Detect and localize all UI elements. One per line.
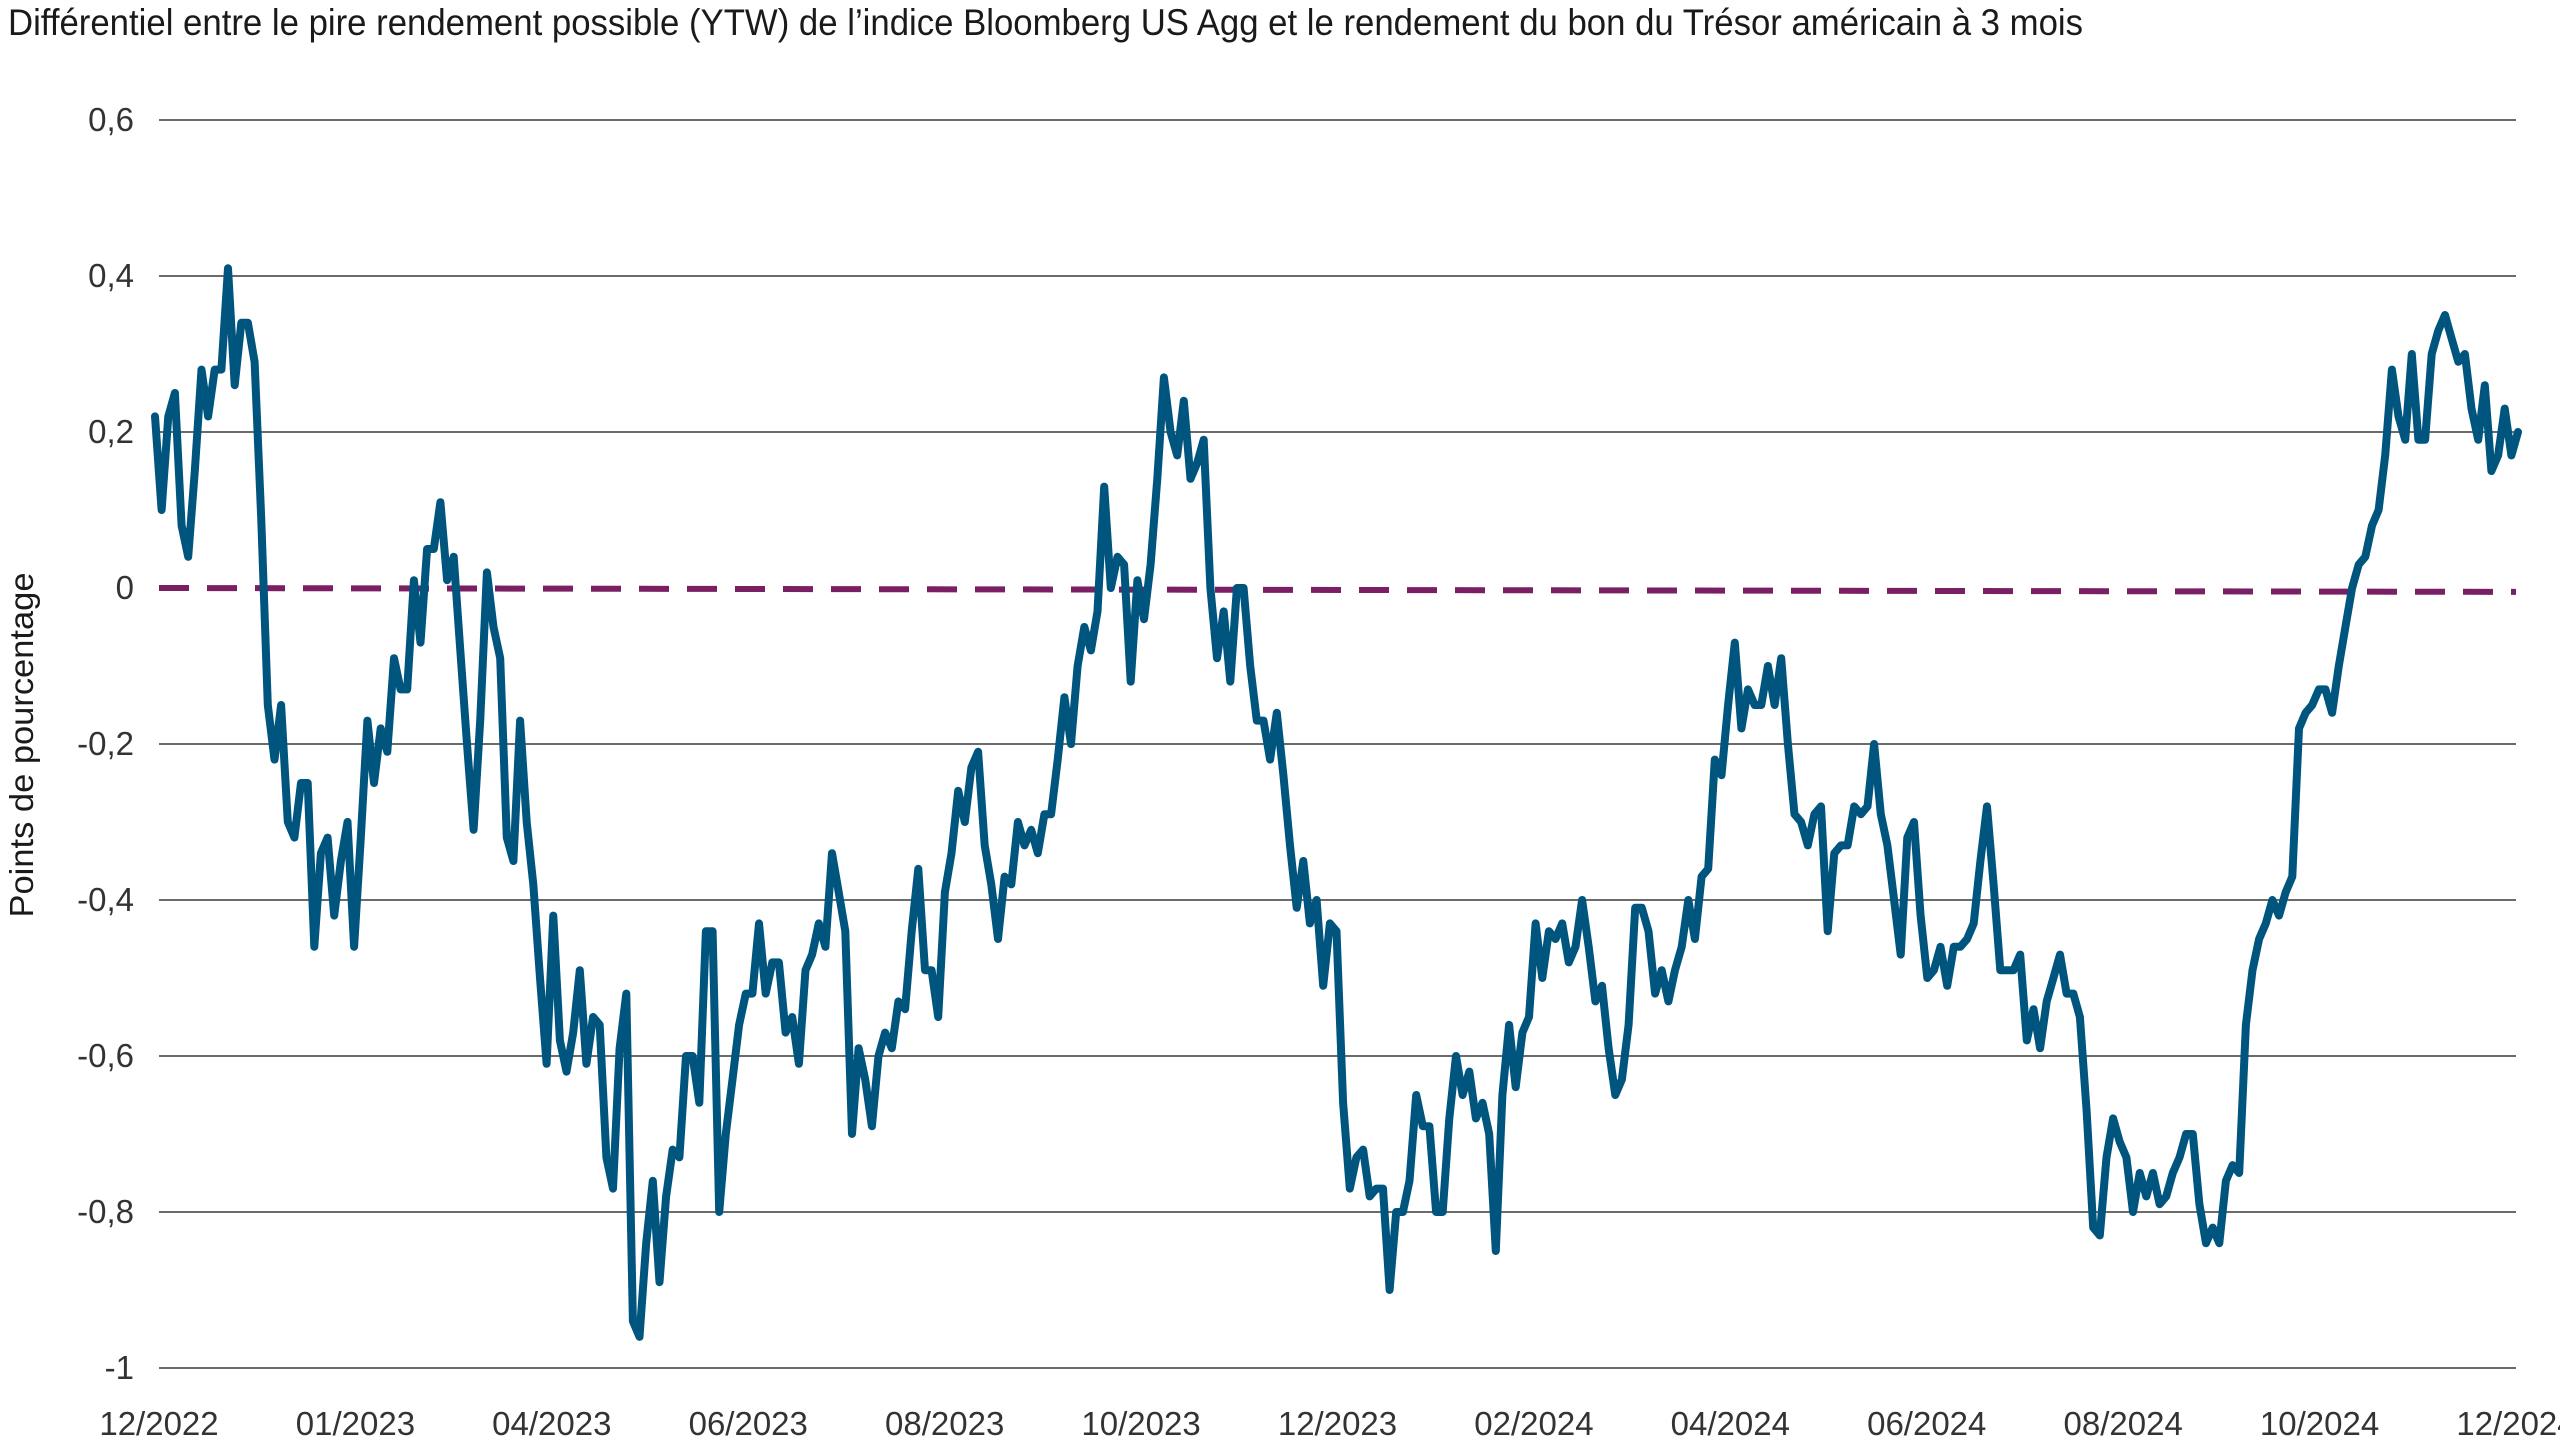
- x-tick-label: 06/2023: [689, 1405, 808, 1440]
- y-tick-label: 0,2: [88, 413, 134, 450]
- x-tick-label: 08/2024: [2064, 1405, 2183, 1440]
- x-tick-label: 12/2022: [99, 1405, 218, 1440]
- x-tick-label: 04/2024: [1671, 1405, 1790, 1440]
- x-tick-label: 02/2024: [1474, 1405, 1593, 1440]
- x-tick-label: 12/2023: [1278, 1405, 1397, 1440]
- x-tick-label: 01/2023: [296, 1405, 415, 1440]
- x-tick-label: 04/2023: [492, 1405, 611, 1440]
- y-tick-label: -0,8: [77, 1193, 134, 1230]
- y-tick-label: -0,2: [77, 725, 134, 762]
- y-axis-ticks: 0,6 0,4 0,2 0 -0,2 -0,4 -0,6 -0,8 -1: [77, 101, 134, 1386]
- y-tick-label: -0,6: [77, 1037, 134, 1074]
- zero-reference-line: [158, 585, 2517, 595]
- y-tick-label: 0,6: [88, 101, 134, 138]
- x-tick-label: 12/2024: [2456, 1405, 2560, 1440]
- y-tick-label: -0,4: [77, 881, 134, 918]
- chart-title: Différentiel entre le pire rendement pos…: [8, 2, 2083, 43]
- x-tick-label: 08/2023: [885, 1405, 1004, 1440]
- y-tick-label: 0,4: [88, 257, 134, 294]
- x-tick-label: 10/2023: [1081, 1405, 1200, 1440]
- x-tick-label: 06/2024: [1867, 1405, 1986, 1440]
- series-line: [151, 264, 2522, 1341]
- y-tick-label: 0: [116, 569, 134, 606]
- gridlines: [159, 119, 2516, 1369]
- y-tick-label: -1: [105, 1349, 134, 1386]
- y-axis-title: Points de pourcentage: [3, 573, 40, 918]
- x-axis-ticks: 12/2022 01/2023 04/2023 06/2023 08/2023 10/20…: [99, 1405, 2560, 1440]
- x-tick-label: 10/2024: [2260, 1405, 2379, 1440]
